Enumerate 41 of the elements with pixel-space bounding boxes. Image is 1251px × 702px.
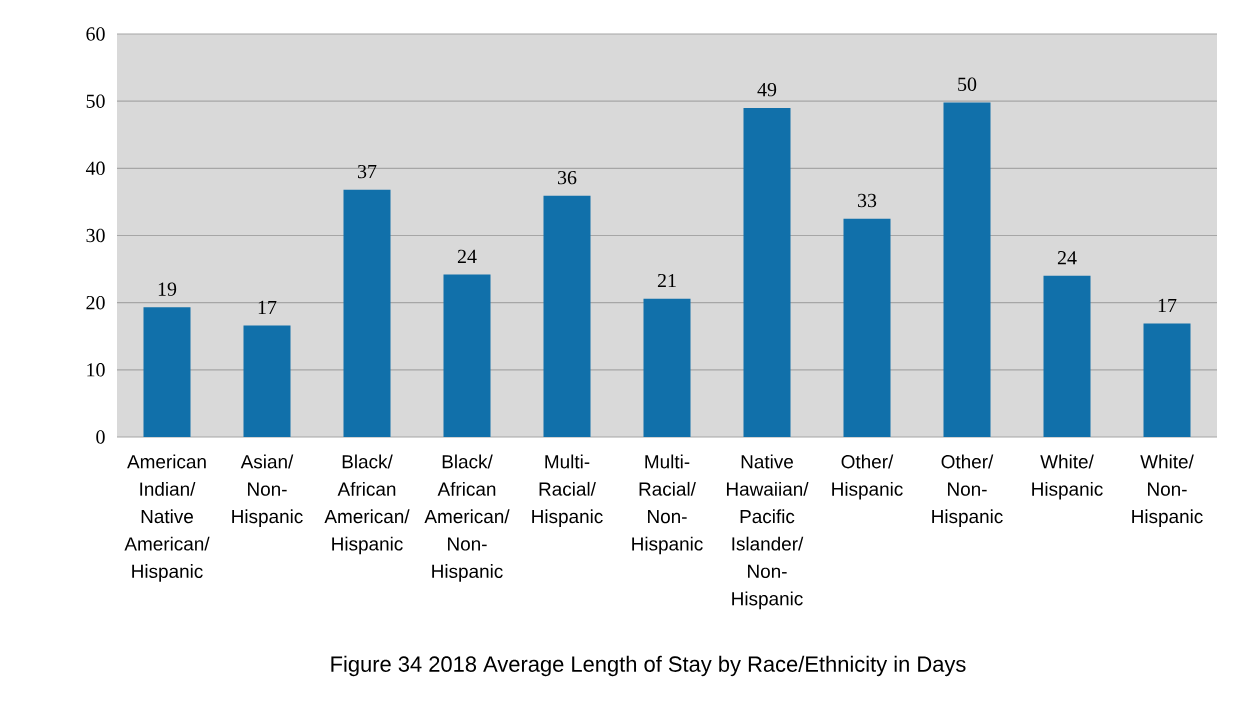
data-label: 36	[557, 170, 577, 185]
y-tick-label: 40	[85, 161, 105, 176]
bar	[1143, 323, 1191, 437]
bar	[543, 195, 591, 437]
y-tick-label: 0	[96, 430, 105, 444]
bar	[443, 274, 491, 437]
data-label: 19	[158, 282, 177, 296]
x-tick-label: Other/ Hispanic	[832, 454, 903, 500]
bar	[143, 307, 191, 437]
bar	[643, 298, 691, 437]
x-tick-label: White/ Hispanic	[1032, 454, 1103, 500]
data-label: 50	[958, 77, 977, 91]
data-label: 17	[1158, 298, 1177, 312]
x-tick-label: American Indian/ Native American/ Hispanic	[124, 454, 210, 582]
data-label: 24	[1057, 251, 1077, 265]
data-label: 33	[857, 193, 877, 208]
y-tick-label: 10	[87, 363, 105, 377]
y-tick-label: 60	[86, 27, 105, 41]
x-tick-label: White/ Non-Hispanic	[1132, 454, 1203, 527]
data-label: 21	[657, 273, 676, 288]
x-tick-label: Multi-Racial/ Hispanic	[532, 454, 603, 527]
y-tick-label: 30	[86, 228, 105, 243]
bar	[243, 325, 291, 437]
x-tick-label: Native Hawaiian/ Pacific Islander/ Non-Hispanic	[726, 454, 809, 610]
bar	[743, 107, 791, 437]
data-label: 37	[357, 164, 377, 179]
bar	[943, 102, 991, 437]
data-label: 17	[258, 300, 277, 314]
data-label: 24	[457, 249, 477, 263]
x-tick-label: Black/ African American/ Non-Hispanic	[424, 454, 510, 582]
bar	[343, 189, 391, 437]
x-tick-label: Multi-Racial/ Non-Hispanic	[632, 454, 703, 555]
x-tick-label: Black/ African American/ Hispanic	[324, 454, 410, 555]
bar	[1043, 275, 1091, 437]
x-tick-label: Other/ Non-Hispanic	[932, 454, 1003, 527]
bar	[843, 218, 891, 437]
y-tick-label: 20	[86, 295, 105, 310]
x-tick-label: Asian/ Non-Hispanic	[232, 454, 303, 527]
y-tick-label: 50	[86, 94, 105, 108]
data-label: 49	[757, 82, 777, 97]
text: Figure 34 2018 Average Length of Stay by Race/Ethnicity in Days	[331, 655, 966, 677]
